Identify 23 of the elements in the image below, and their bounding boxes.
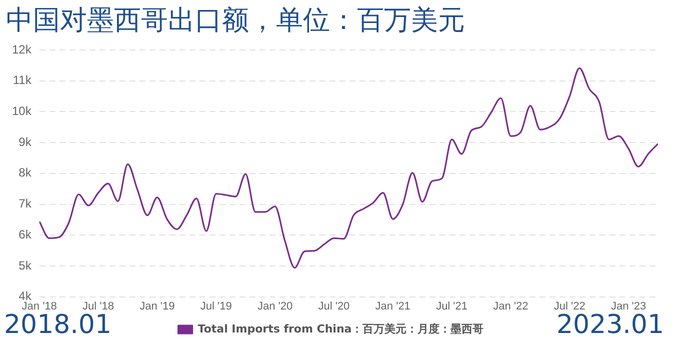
x-tick-label: Jul '21	[436, 300, 468, 312]
line-series	[39, 67, 658, 269]
text: 2018.01	[4, 310, 112, 340]
y-tick-label: 12k	[12, 42, 32, 56]
x-tick-label: Jan '22	[493, 300, 528, 312]
y-tick-label: 10k	[12, 104, 32, 118]
y-tick-label: 7k	[18, 196, 32, 211]
x-tick-label: Jul '18	[82, 300, 114, 312]
y-tick-label: 9k	[18, 134, 32, 149]
x-tick-label: Jan '21	[375, 300, 410, 312]
x-tick-label: Jan '20	[257, 300, 293, 312]
chart-title: 中国对墨西哥出口额，单位：百万美元	[6, 4, 465, 38]
x-tick-label: Jan '23	[610, 300, 646, 312]
x-tick-label: Jul '20	[318, 300, 350, 312]
y-tick-label: 6k	[18, 227, 32, 242]
y-tick-label: 11k	[12, 73, 32, 88]
text: 2023.01	[556, 310, 664, 340]
x-tick-label: Jul '19	[200, 300, 232, 312]
y-tick-label: 8k	[18, 166, 32, 180]
x-tick-label: Jan '19	[140, 300, 175, 312]
x-tick-label: Jul '22	[554, 300, 586, 312]
legend-label: Total Imports from China：百万美元：月度：墨西哥	[198, 322, 484, 336]
y-tick-label: 5k	[18, 258, 32, 272]
